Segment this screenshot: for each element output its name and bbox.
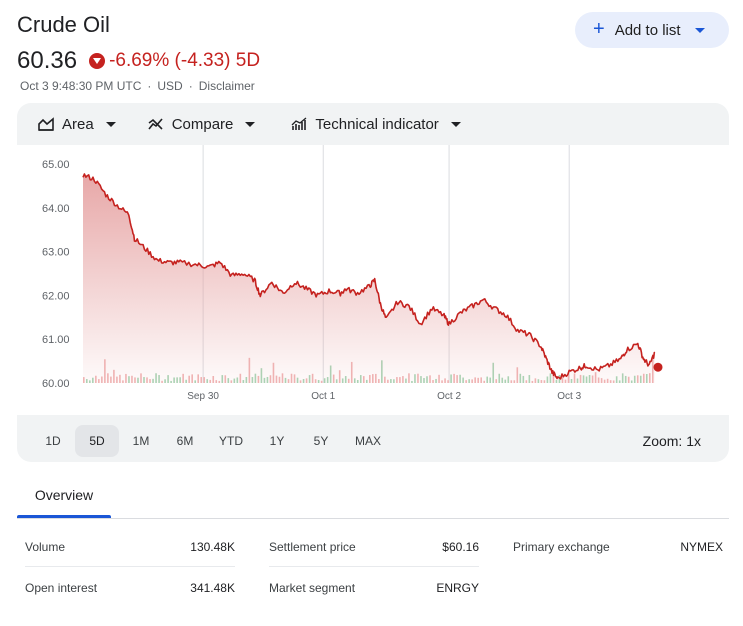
stat-label: Market segment bbox=[269, 581, 356, 595]
price-row: 60.36 -6.69% (-4.33) 5D bbox=[17, 47, 260, 75]
stat-open-interest: Open interest 341.48K bbox=[25, 568, 235, 608]
x-tick-label: Sep 30 bbox=[187, 391, 219, 402]
technical-indicator-label: Technical indicator bbox=[315, 115, 439, 133]
quote-meta: Oct 3 9:48:30 PM UTC · USD · Disclaimer bbox=[20, 79, 255, 93]
range-button-ytd[interactable]: YTD bbox=[219, 434, 243, 448]
stat-label: Settlement price bbox=[269, 539, 356, 554]
price-chart-svg: 65.00 64.00 63.00 62.00 61.00 60.00 Sep 30 Oct … bbox=[42, 145, 663, 402]
range-button-5y[interactable]: 5Y bbox=[313, 434, 329, 448]
chart-panel: Area Compare Technical indicator 65.00 64… bbox=[17, 103, 729, 462]
y-tick-label: 62.00 bbox=[42, 290, 70, 302]
zoom-level: Zoom: 1x bbox=[642, 433, 701, 449]
stat-label: Volume bbox=[25, 539, 66, 554]
compare-icon bbox=[148, 118, 163, 130]
x-tick-label: Oct 2 bbox=[437, 391, 461, 402]
current-price: 60.36 bbox=[17, 47, 78, 74]
chevron-down-icon bbox=[105, 121, 116, 127]
price-chart[interactable]: 65.00 64.00 63.00 62.00 61.00 60.00 Sep 30 Oct … bbox=[17, 145, 729, 415]
page-title: Crude Oil bbox=[17, 12, 110, 37]
tab-overview[interactable]: Overview bbox=[34, 487, 94, 503]
range-button-6m[interactable]: 6M bbox=[176, 434, 194, 448]
x-tick-label: Oct 1 bbox=[311, 391, 335, 402]
y-tick-label: 61.00 bbox=[42, 334, 70, 346]
stat-value: NYMEX bbox=[680, 540, 723, 554]
separator-dot: · bbox=[147, 79, 152, 93]
chevron-down-icon bbox=[450, 121, 461, 127]
stat-value: 341.48K bbox=[190, 581, 235, 595]
chevron-down-icon bbox=[694, 27, 705, 33]
area-chart-icon bbox=[38, 117, 54, 131]
compare-dropdown[interactable]: Compare bbox=[148, 116, 256, 133]
stat-label: Open interest bbox=[25, 581, 98, 595]
tab-overview-indicator bbox=[17, 515, 111, 518]
last-price-marker bbox=[653, 362, 663, 372]
add-to-list-button[interactable]: + Add to list bbox=[575, 12, 729, 48]
price-change: -6.69% (-4.33) 5D bbox=[109, 50, 261, 71]
separator-dot: · bbox=[188, 79, 193, 93]
stat-value: ENRGY bbox=[436, 581, 479, 595]
range-button-1m[interactable]: 1M bbox=[132, 434, 150, 448]
stat-market-segment: Market segment ENRGY bbox=[269, 568, 479, 608]
range-button-5d[interactable]: 5D bbox=[75, 425, 119, 457]
technical-indicator-dropdown[interactable]: Technical indicator bbox=[291, 115, 461, 133]
timestamp: Oct 3 9:48:30 PM UTC bbox=[20, 79, 142, 93]
stat-primary-exchange: Primary exchange NYMEX bbox=[513, 527, 723, 567]
stat-volume: Volume 130.48K bbox=[25, 527, 235, 567]
chevron-down-icon bbox=[245, 121, 256, 127]
stat-value: $60.16 bbox=[442, 539, 479, 554]
range-button-max[interactable]: MAX bbox=[355, 434, 382, 448]
y-tick-label: 65.00 bbox=[42, 159, 70, 171]
chart-type-dropdown[interactable]: Area bbox=[38, 116, 116, 133]
currency: USD bbox=[157, 79, 183, 93]
add-to-list-label: Add to list bbox=[614, 21, 681, 39]
y-tick-label: 64.00 bbox=[42, 203, 70, 215]
price-area-fill bbox=[83, 174, 655, 383]
chart-toolbar: Area Compare Technical indicator bbox=[17, 103, 729, 145]
stat-settlement-price: Settlement price $60.16 bbox=[269, 527, 479, 567]
stat-value: 130.48K bbox=[190, 539, 235, 554]
price-line bbox=[82, 173, 656, 380]
plus-icon: + bbox=[593, 18, 605, 40]
compare-label: Compare bbox=[171, 115, 234, 133]
range-button-1y[interactable]: 1Y bbox=[269, 434, 285, 448]
tab-divider bbox=[17, 518, 729, 519]
stat-label: Primary exchange bbox=[513, 540, 610, 554]
y-tick-label: 60.00 bbox=[42, 378, 70, 390]
disclaimer-link[interactable]: Disclaimer bbox=[198, 79, 255, 93]
x-tick-label: Oct 3 bbox=[557, 391, 581, 402]
range-selector: 1D 5D 1M 6M YTD 1Y 5Y MAX bbox=[31, 425, 393, 457]
y-tick-label: 63.00 bbox=[42, 247, 70, 259]
technical-indicator-icon bbox=[291, 117, 307, 130]
arrow-down-icon bbox=[89, 53, 106, 69]
range-button-1d[interactable]: 1D bbox=[45, 434, 61, 448]
chart-type-label: Area bbox=[62, 115, 94, 133]
